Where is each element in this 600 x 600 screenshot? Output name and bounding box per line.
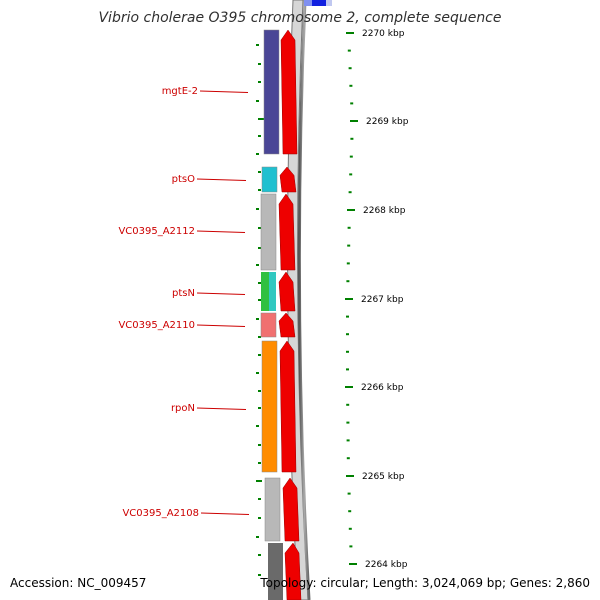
gene-label-line [196,230,246,233]
gene-label: mgtE-2 [162,86,198,97]
gene-box [264,477,281,542]
accession-text: Accession: NC_009457 [10,576,147,590]
topology-text: Topology: circular; Length: 3,024,069 bp… [260,576,590,590]
gene-label-line [196,292,246,295]
gene-arrow [284,542,302,600]
gene-arrow [278,271,296,312]
gene-arrows [278,29,302,600]
gene-box [261,272,269,311]
gene-label-line [196,407,247,410]
gene-arrow [279,166,297,193]
gene-label: VC0395_A2108 [122,508,199,519]
map-title: Vibrio cholerae O395 chromosome 2, compl… [98,10,502,26]
gene-label: rpoN [171,403,195,414]
marker-group [256,44,264,576]
gene-box [268,543,283,600]
gene-label: ptsN [172,288,195,299]
gene-box [261,340,278,473]
tick-label: 2270 kbp [362,29,405,39]
tick-label: 2265 kbp [362,472,405,482]
gene-arrow [278,312,296,338]
gene-label-line [196,324,246,327]
gene-arrow [278,193,296,271]
gene-label: ptsO [172,174,195,185]
gene-label-line [199,90,249,93]
gene-box [263,29,280,155]
tick-label: 2266 kbp [361,383,404,393]
gene-label-line [196,178,247,181]
tick-label: 2267 kbp [361,295,404,305]
gene-box [260,193,277,271]
gene-arrow [282,477,300,542]
gene-box [260,312,277,338]
gene-labels: mgtE-2 ptsO VC0395_A2112 ptsN VC0395_A2110rp… [118,86,250,519]
gene-boxes [260,29,283,600]
tick-label: 2264 kbp [365,560,408,570]
gene-arrow [279,340,297,473]
gene-label-line [200,512,250,515]
scale-ruler: 2270 kbp 2269 kbp 2268 kbp 2267 kbp 2266 kbp… [345,29,409,570]
gene-box [269,272,276,311]
tick-label: 2269 kbp [366,117,409,127]
gene-arrow [280,29,298,155]
backbone-line [297,0,311,600]
top-feature-block [312,0,326,6]
tick-label: 2268 kbp [363,206,406,216]
gene-label: VC0395_A2110 [118,320,195,331]
gene-box [261,166,278,193]
gene-label: VC0395_A2112 [118,226,195,237]
